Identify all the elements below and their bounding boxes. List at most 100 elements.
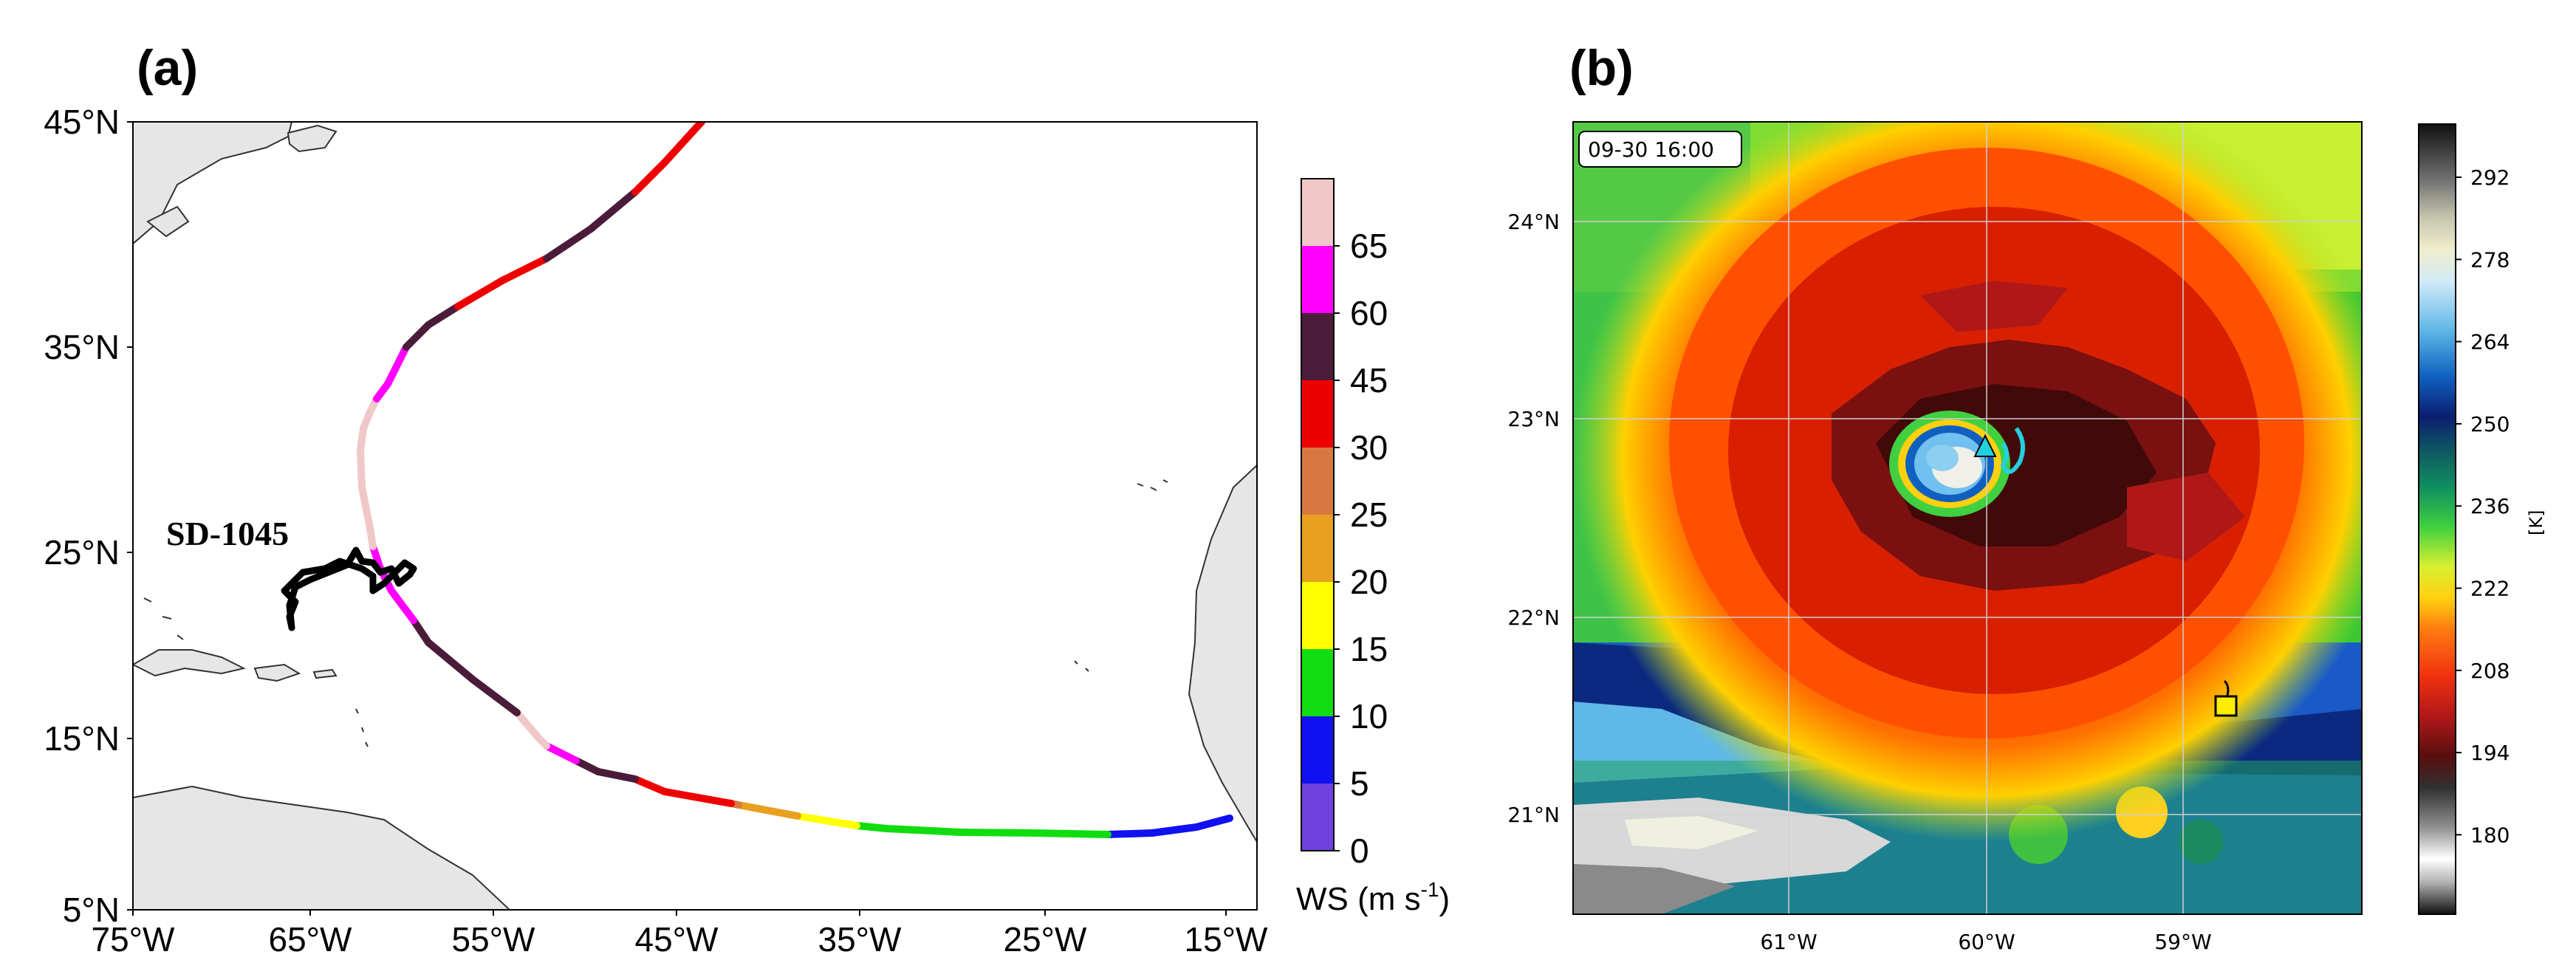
- track-segment: [1193, 815, 1233, 831]
- lat-tick-label: 5°N: [63, 891, 120, 929]
- colorbar-a-tick-label: 10: [1350, 697, 1388, 736]
- panel-a: (a) SD-1045 45°N35°N25°N1: [44, 40, 1450, 959]
- lon-tick-label: 15°W: [1185, 920, 1269, 959]
- track-segment: [410, 617, 432, 646]
- panel-b: (b): [1507, 40, 2546, 954]
- track-segment: [469, 676, 521, 716]
- colorbar-b-tick-label: 208: [2470, 659, 2510, 683]
- track-segment: [499, 255, 550, 284]
- colorbar-a-tick-label: 30: [1350, 428, 1388, 467]
- track-segment: [572, 757, 602, 775]
- lon-tick-label: 55°W: [452, 920, 536, 959]
- lat-tick-label-b: 22°N: [1507, 606, 1560, 630]
- lat-tick-label: 15°N: [44, 719, 120, 758]
- land-lesser-antilles: [355, 708, 369, 747]
- land-south-america: [133, 785, 511, 910]
- track-segment: [384, 343, 410, 388]
- lat-tick-label-b: 23°N: [1507, 407, 1560, 431]
- colorbar-a-block: [1301, 515, 1334, 582]
- colorbar-a-title-sup: -1: [1421, 878, 1439, 901]
- land-cape-verde: [1074, 660, 1089, 672]
- land-cape-cod: [146, 205, 190, 238]
- track-segment: [735, 801, 801, 820]
- colorbar-a-tick-label: 5: [1350, 764, 1369, 803]
- lat-ticks-a: 45°N 35°N 25°N 15°N 5°N: [44, 103, 133, 929]
- lon-tick-label: 45°W: [635, 920, 719, 959]
- track-segment: [369, 543, 384, 572]
- track-segment: [543, 225, 595, 262]
- track-segment: [631, 775, 668, 795]
- track-segment: [357, 425, 367, 454]
- colorbar-a-tick-label: 60: [1350, 294, 1388, 332]
- land-puerto-rico: [312, 668, 338, 679]
- track-segment: [631, 159, 668, 196]
- lat-tick-label: 25°N: [44, 533, 120, 572]
- ocean: [133, 122, 1257, 910]
- colorbar-b-unit: [K]: [2526, 510, 2546, 535]
- saildrone-label: SD-1045: [166, 515, 289, 552]
- colorbar-a-block: [1301, 179, 1334, 246]
- colorbar-b: [2418, 123, 2456, 915]
- track-segment: [358, 484, 373, 528]
- colorbar-a-tick-label: 45: [1350, 361, 1388, 400]
- track-segment: [366, 521, 377, 550]
- track-segment: [402, 321, 432, 351]
- yellow-square-marker: [2214, 695, 2238, 717]
- colorbar-b-tick-label: 250: [2470, 412, 2510, 436]
- lon-tick-label-b: 61°W: [1760, 930, 1817, 954]
- colorbar-b-tick-label: 236: [2470, 494, 2510, 518]
- colorbar-b-tick-label: 264: [2470, 330, 2510, 354]
- colorbar-a-block: [1301, 582, 1334, 649]
- colorbar-b-ticks: 292 278 264 250 236 222 208 194 180: [2456, 165, 2510, 847]
- saildrone-track: [281, 546, 417, 631]
- colorbar-a-block: [1301, 448, 1334, 515]
- colorbar-a-block: [1301, 649, 1334, 716]
- track-segment: [425, 303, 462, 329]
- colorbar-a-tick-label: 65: [1350, 227, 1388, 265]
- track-segment: [956, 829, 1038, 837]
- track-segment: [1030, 829, 1111, 838]
- colorbar-a-block: [1301, 380, 1334, 448]
- land-bahamas: [143, 597, 184, 640]
- panel-b-label: (b): [1569, 40, 1634, 96]
- saildrone-path-b: [2000, 427, 2025, 474]
- gridlines-b: [1573, 122, 2362, 914]
- lon-tick-label-b: 59°W: [2154, 930, 2211, 954]
- track-segment: [661, 788, 735, 807]
- track-segment: [388, 587, 417, 624]
- track-segment: [1148, 823, 1200, 837]
- colorbar-a-block: [1301, 313, 1334, 380]
- track-segment: [595, 768, 639, 783]
- track-segment: [661, 122, 705, 166]
- timestamp: 09-30 16:00: [1588, 137, 1714, 162]
- map-b-frame: [1572, 121, 2363, 915]
- colorbar-a: 0 5 10 15 20 25 30 45 60 65: [1301, 178, 1388, 870]
- colorbar-a-title-main: WS (m s: [1296, 881, 1421, 917]
- track-segment: [454, 277, 506, 310]
- track-segment: [883, 825, 964, 836]
- land-nova-scotia: [287, 124, 338, 153]
- track-segment: [543, 742, 580, 764]
- track-segment: [513, 709, 543, 742]
- track-segment: [1104, 829, 1156, 838]
- lon-tick-label: 25°W: [1004, 920, 1088, 959]
- timestamp-box: [1578, 131, 1742, 168]
- land-cuba: [133, 649, 246, 677]
- land-north-america: [133, 122, 293, 245]
- track-segment: [853, 822, 890, 832]
- colorbar-a-tick-label: 15: [1350, 630, 1388, 668]
- colorbar-b-tick-label: 292: [2470, 165, 2510, 190]
- cyan-triangle-marker: [1973, 433, 1997, 457]
- colorbar-a-title-end: ): [1439, 881, 1450, 917]
- colorbar-a-title: WS (m s-1): [1296, 878, 1450, 917]
- track-segment: [587, 188, 639, 233]
- colorbar-b-tick-label: 222: [2470, 577, 2510, 601]
- colorbar-a-tick-label: 25: [1350, 496, 1388, 534]
- lat-ticks-b: 24°N 23°N 22°N 21°N: [1507, 210, 1560, 827]
- land-hispaniola: [253, 663, 301, 682]
- lon-ticks-a: 75°W 65°W 55°W 45°W 35°W 25°W 15°W: [92, 910, 1269, 959]
- colorbar-b-tick-label: 278: [2470, 247, 2510, 272]
- colorbar-b-tick-label: 194: [2470, 741, 2510, 765]
- land-africa: [1188, 464, 1257, 843]
